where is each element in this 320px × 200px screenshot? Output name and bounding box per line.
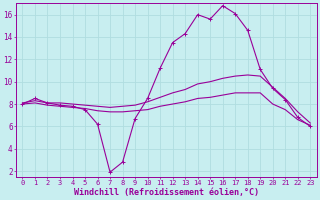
X-axis label: Windchill (Refroidissement éolien,°C): Windchill (Refroidissement éolien,°C) [74,188,259,197]
